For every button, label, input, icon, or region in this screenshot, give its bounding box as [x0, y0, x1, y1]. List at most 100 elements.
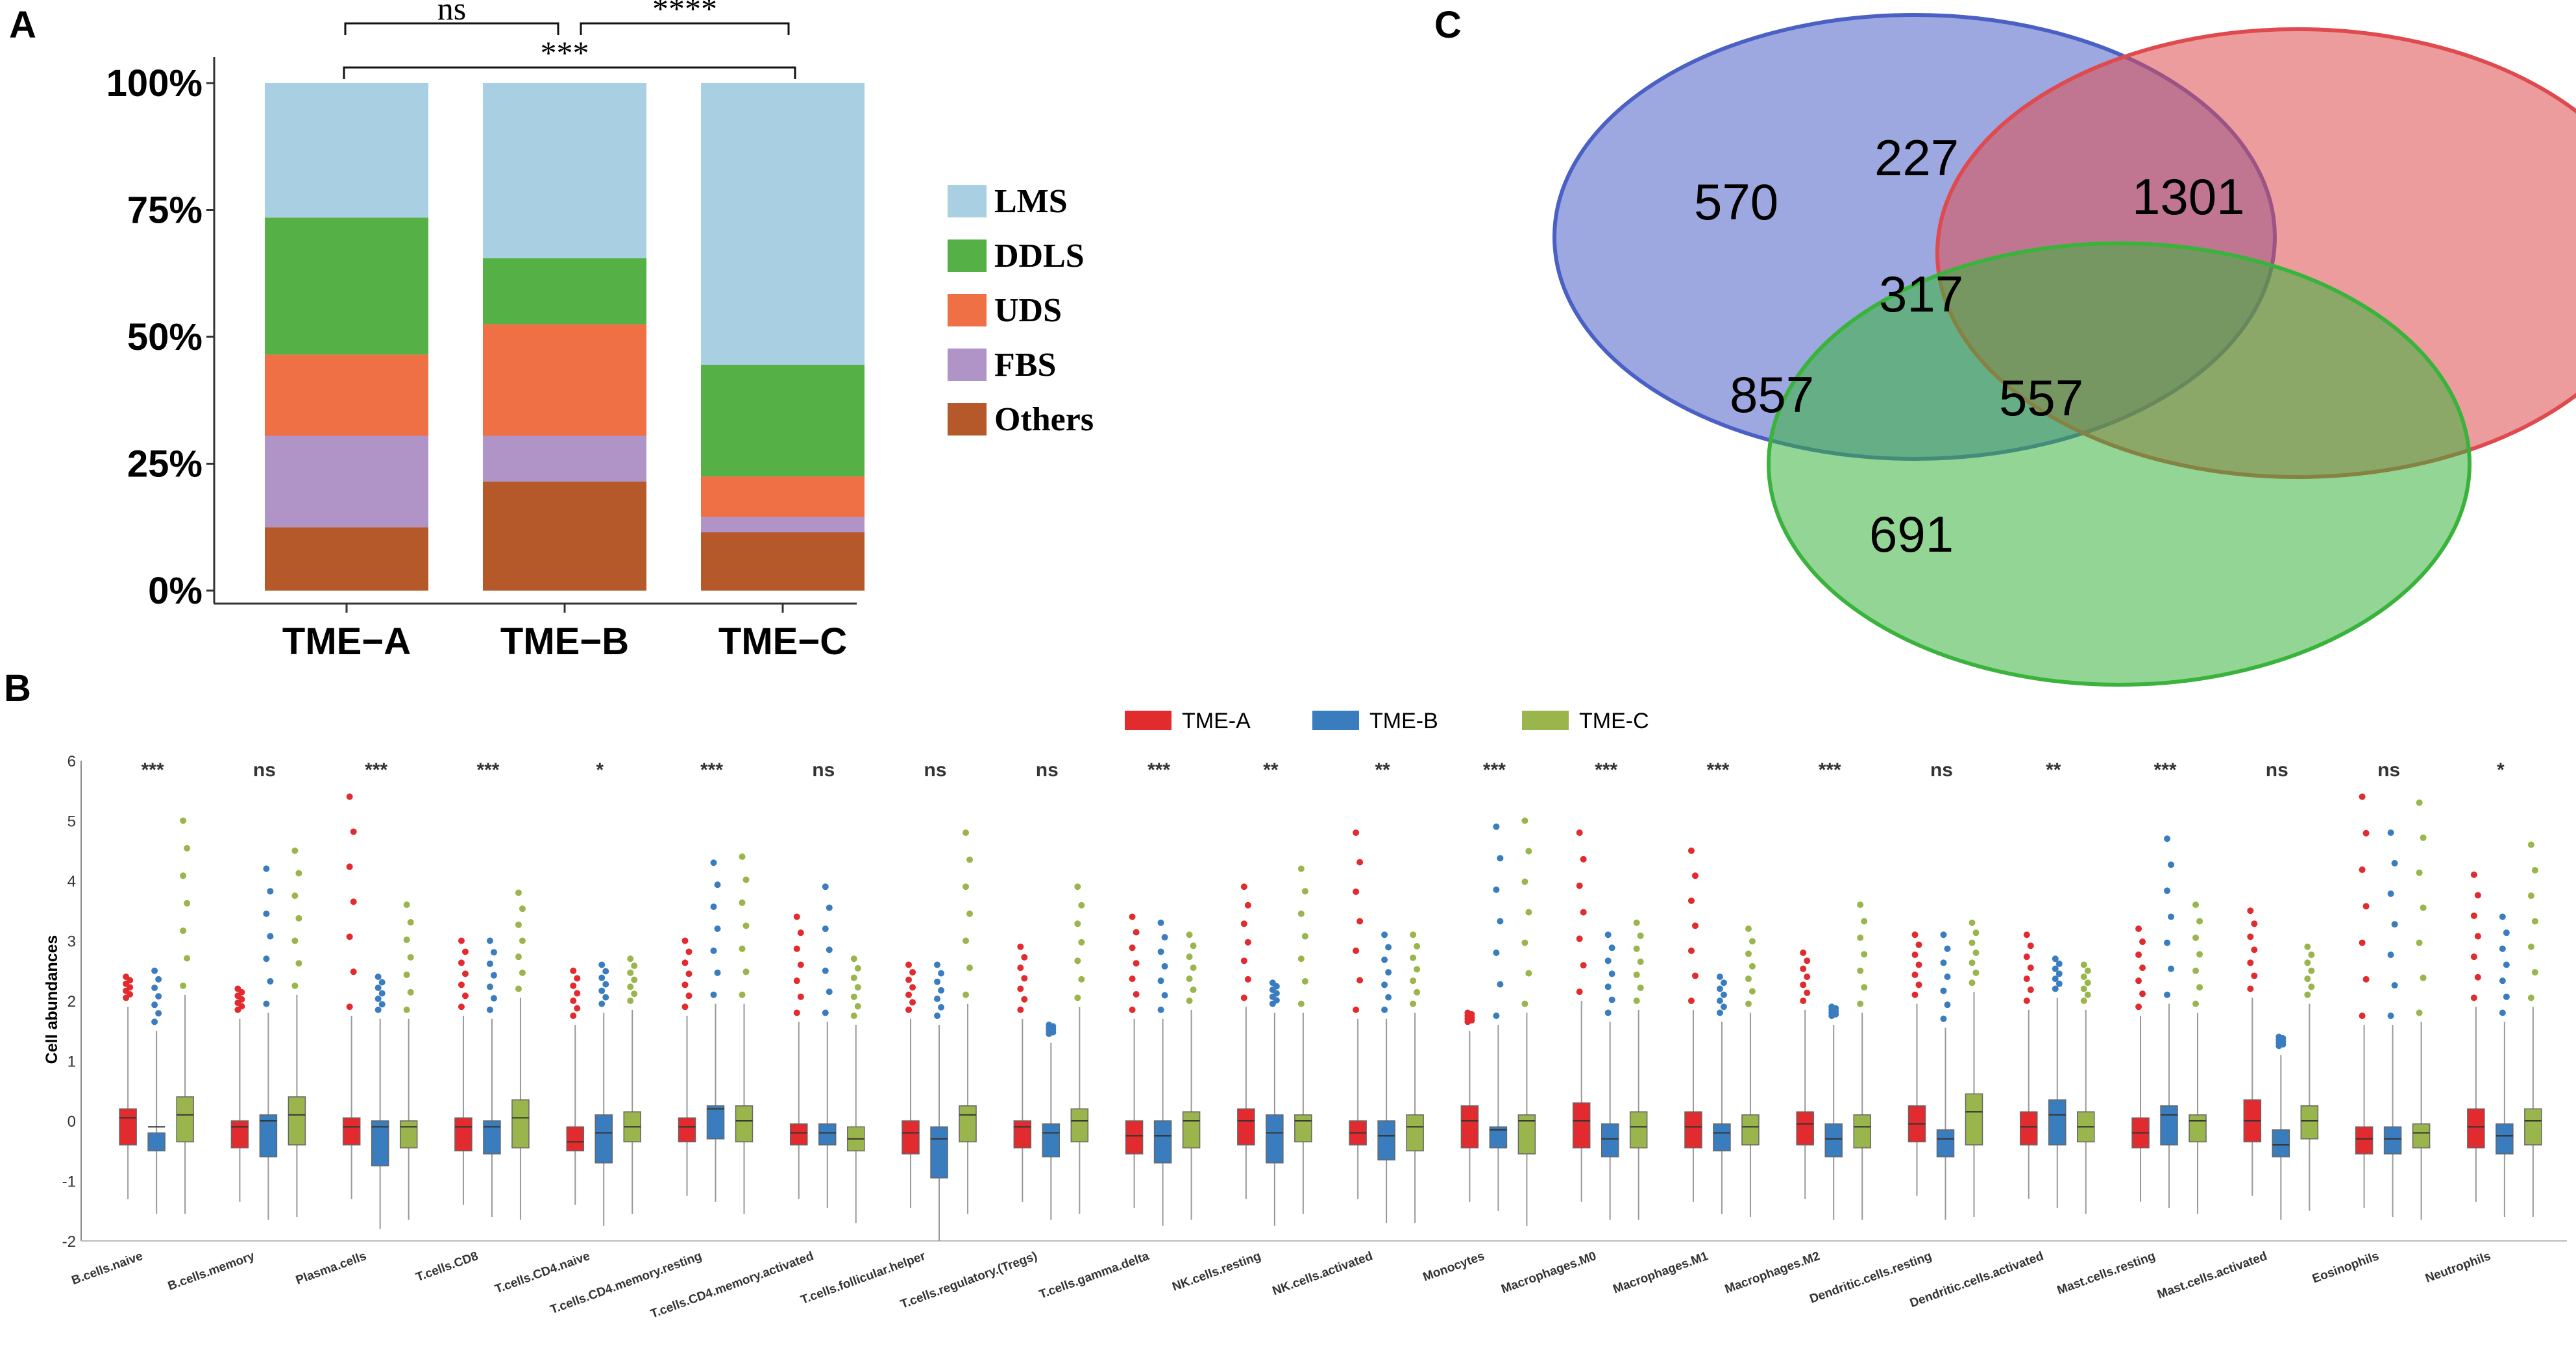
outlier-point: [1637, 932, 1644, 939]
box-tme-b-t-cells-follicular-helper: [930, 1126, 948, 1179]
x-category-label-macrophages-m2: Macrophages.M2: [1723, 1249, 1822, 1296]
outlier-point: [1857, 934, 1864, 941]
outlier-point: [574, 975, 581, 982]
outlier-point: [2139, 990, 2146, 998]
outlier-point: [378, 1001, 386, 1008]
outlier-point: [1748, 988, 1756, 995]
outlier-point: [826, 946, 833, 953]
outlier-point: [263, 865, 270, 872]
box-tme-b-macrophages-m1: [1713, 1123, 1731, 1151]
outlier-point: [1381, 1006, 1388, 1013]
box-tme-a-t-cells-regulatory-tregs: [1013, 1120, 1032, 1149]
significance-label-t-cells-follicular-helper: ns: [924, 759, 947, 781]
outlier-point: [631, 990, 638, 998]
outlier-point: [2416, 869, 2423, 876]
outlier-point: [407, 988, 414, 996]
outlier-point: [710, 991, 717, 998]
x-category-label-b-cells-memory: B.cells.memory: [166, 1249, 257, 1294]
outlier-point: [2503, 993, 2510, 1000]
outlier-point: [1745, 950, 1752, 957]
outlier-point: [1691, 872, 1699, 879]
outlier-point: [2023, 998, 2030, 1004]
outlier-point: [486, 960, 493, 967]
box-tme-a-t-cells-gamma-delta: [1125, 1120, 1144, 1155]
outlier-point: [2308, 951, 2315, 959]
outlier-point: [2470, 912, 2477, 919]
outlier-point: [909, 999, 916, 1006]
outlier-point: [963, 883, 970, 890]
outlier-point: [1857, 901, 1864, 908]
outlier-point: [1133, 990, 1140, 998]
outlier-point: [1129, 913, 1136, 920]
bar-segment-uds-tme-b: [483, 324, 646, 436]
outlier-point: [515, 985, 522, 992]
outlier-point: [1353, 1006, 1360, 1013]
outlier-point: [1385, 944, 1392, 951]
outlier-point: [2139, 964, 2146, 972]
outlier-point: [685, 948, 693, 955]
outlier-point: [403, 936, 410, 943]
outlier-point: [1720, 991, 1727, 998]
box-tme-a-eosinophils: [2355, 1126, 2374, 1155]
outlier-point: [966, 856, 974, 863]
box-tme-c-t-cells-cd4-memory-resting: [735, 1105, 754, 1143]
outlier-point: [938, 970, 945, 977]
outlier-point: [627, 998, 634, 1004]
significance-label-t-cells-cd4-memory-activated: ns: [812, 759, 835, 781]
box-tme-a-dendritic-cells-activated: [2020, 1111, 2038, 1146]
outlier-point: [2416, 939, 2423, 946]
outlier-point: [1381, 981, 1388, 988]
outlier-point: [598, 987, 606, 994]
outlier-point: [1608, 944, 1615, 951]
outlier-point: [1240, 883, 1247, 890]
outlier-point: [2304, 991, 2311, 998]
outlier-point: [2387, 1012, 2394, 1020]
box-tme-a-nk-cells-resting: [1237, 1108, 1255, 1146]
venn-count-all: 317: [1879, 265, 1963, 323]
outlier-point: [1972, 950, 1980, 956]
box-tme-b-eosinophils: [2383, 1126, 2402, 1155]
outlier-point: [1940, 959, 1947, 966]
outlier-point: [515, 953, 522, 961]
outlier-point: [742, 968, 750, 975]
outlier-point: [2527, 943, 2534, 950]
outlier-point: [2499, 1009, 2506, 1016]
significance-label-macrophages-m1: ***: [1706, 759, 1729, 781]
outlier-point: [850, 974, 857, 981]
outlier-point: [486, 937, 493, 944]
outlier-point: [2052, 965, 2059, 972]
y-tick-label: 50%: [127, 316, 202, 358]
outlier-point: [1745, 1000, 1752, 1007]
box-tme-b-t-cells-cd8: [483, 1120, 501, 1155]
venn-count-blue-green: 857: [1730, 366, 1814, 423]
outlier-point: [1940, 987, 1947, 994]
outlier-point: [1944, 974, 1951, 980]
legend-swatch-ddls: [948, 239, 987, 272]
box-tme-a-b-cells-naive: [119, 1108, 137, 1146]
outlier-point: [602, 994, 609, 1001]
outlier-point: [2531, 866, 2538, 874]
outlier-point: [2362, 903, 2370, 910]
bar-segment-uds-tme-c: [701, 476, 865, 517]
outlier-point: [291, 982, 299, 989]
outlier-point: [2275, 1033, 2283, 1040]
outlier-point: [267, 888, 274, 895]
outlier-point: [793, 913, 800, 920]
outlier-point: [1716, 985, 1723, 992]
outlier-point: [1944, 945, 1951, 952]
outlier-point: [2527, 841, 2534, 848]
outlier-point: [267, 933, 274, 940]
outlier-point: [793, 977, 800, 985]
y-tick-label: 3: [67, 933, 76, 951]
outlier-point: [938, 987, 945, 994]
outlier-point: [1861, 918, 1868, 925]
x-category-label-neutrophils: Neutrophils: [2423, 1249, 2492, 1286]
outlier-point: [598, 961, 606, 968]
outlier-point: [681, 981, 689, 988]
outlier-point: [1186, 953, 1193, 961]
outlier-point: [1637, 984, 1644, 991]
legend-swatch-tme-b: [1312, 711, 1359, 730]
outlier-point: [1525, 970, 1532, 977]
outlier-point: [793, 1009, 800, 1016]
outlier-point: [350, 898, 357, 905]
